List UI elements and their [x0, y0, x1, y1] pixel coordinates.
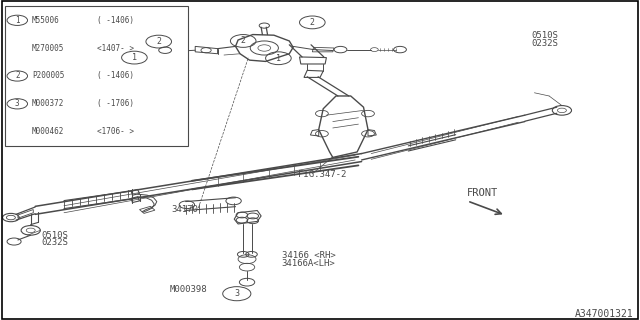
Text: 2: 2: [241, 36, 246, 45]
Text: P200005: P200005: [32, 71, 65, 81]
Text: 34170: 34170: [172, 205, 198, 214]
Text: 1: 1: [132, 53, 137, 62]
Text: 2: 2: [15, 71, 20, 81]
Text: 1: 1: [15, 16, 20, 25]
Text: M000398: M000398: [170, 285, 207, 294]
Text: 34166 <RH>: 34166 <RH>: [282, 252, 335, 260]
Text: 0232S: 0232S: [531, 39, 558, 48]
Text: ( -1706): ( -1706): [97, 99, 134, 108]
Text: 0510S: 0510S: [42, 231, 68, 240]
Text: 3: 3: [15, 99, 20, 108]
Text: M55006: M55006: [32, 16, 60, 25]
Text: 0510S: 0510S: [531, 31, 558, 40]
Text: M270005: M270005: [32, 44, 65, 53]
Bar: [5, 6, 188, 146]
Text: FRONT: FRONT: [467, 188, 499, 197]
Text: <1706- >: <1706- >: [97, 127, 134, 136]
Text: 34166A<LH>: 34166A<LH>: [282, 260, 335, 268]
Text: 3: 3: [234, 289, 239, 298]
Text: <1407- >: <1407- >: [97, 44, 134, 53]
Text: 1: 1: [276, 54, 281, 63]
Text: ( -1406): ( -1406): [97, 16, 134, 25]
Text: 2: 2: [156, 37, 161, 46]
Text: M000372: M000372: [32, 99, 65, 108]
Text: 0232S: 0232S: [42, 238, 68, 247]
Text: ( -1406): ( -1406): [97, 71, 134, 81]
Text: 2: 2: [310, 18, 315, 27]
Text: FIG.347-2: FIG.347-2: [298, 170, 346, 179]
Text: M000462: M000462: [32, 127, 65, 136]
Text: A347001321: A347001321: [575, 308, 634, 318]
